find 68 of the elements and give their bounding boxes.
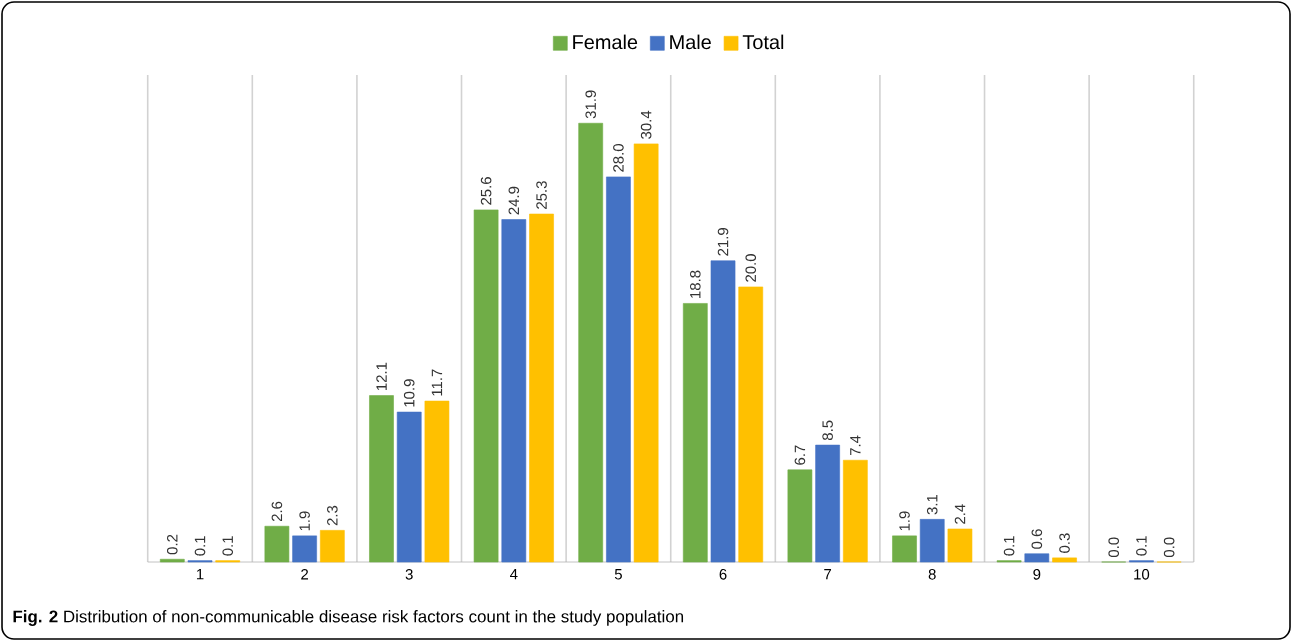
x-tick-label: 2 <box>301 569 309 580</box>
bar <box>396 411 422 563</box>
x-tick-label: 1 <box>196 569 204 580</box>
legend-label: Total <box>742 34 784 50</box>
data-label: 2.3 <box>327 505 338 526</box>
bar <box>682 303 708 563</box>
data-label: 24.9 <box>508 186 520 215</box>
bar <box>369 395 394 563</box>
bar <box>501 219 527 563</box>
data-label: 31.9 <box>585 90 596 119</box>
bar <box>1024 553 1050 563</box>
data-label: 2.4 <box>954 504 966 524</box>
x-tick-label: 7 <box>824 569 832 580</box>
data-label: 0.3 <box>1059 533 1070 553</box>
x-tick-label: 9 <box>1033 569 1041 580</box>
bar <box>1052 557 1077 563</box>
x-tick-label: 5 <box>614 569 622 580</box>
bar <box>264 525 290 563</box>
bar <box>606 176 631 563</box>
data-label: 0.6 <box>1031 529 1043 549</box>
data-label: 2.6 <box>271 501 283 522</box>
x-tick-label: 4 <box>510 569 518 580</box>
data-label: 7.4 <box>850 435 861 456</box>
bar <box>919 519 945 563</box>
bar <box>947 528 973 563</box>
data-label: 30.4 <box>640 110 652 139</box>
data-label: 0.2 <box>167 534 178 555</box>
x-tick-label: 10 <box>1134 569 1150 580</box>
data-label: 28.0 <box>613 144 624 172</box>
bar <box>529 213 554 563</box>
bar <box>473 209 499 563</box>
bar <box>320 530 345 563</box>
x-tick-label: 3 <box>405 569 413 580</box>
data-label: 0.1 <box>1136 536 1147 556</box>
bar <box>815 444 840 563</box>
data-label: 21.9 <box>717 228 729 256</box>
x-tick-label: 8 <box>928 569 936 580</box>
bar <box>843 459 868 563</box>
data-label: 1.9 <box>899 511 910 531</box>
data-label: 20.0 <box>745 254 757 282</box>
data-label: 11.7 <box>431 369 443 396</box>
data-label: 0.1 <box>194 536 206 556</box>
data-label: 25.3 <box>536 181 547 209</box>
legend-label: Female <box>573 34 638 50</box>
data-label: 0.1 <box>222 536 234 556</box>
bar <box>424 400 450 563</box>
bar <box>633 143 659 563</box>
data-label: 1.9 <box>299 511 310 531</box>
data-label: 3.1 <box>926 494 938 515</box>
data-label: 0.0 <box>1163 537 1175 558</box>
data-label: 10.9 <box>403 379 415 407</box>
x-tick-label: 6 <box>719 569 727 580</box>
data-label: 18.8 <box>690 270 701 298</box>
bar <box>710 260 736 563</box>
text: Fig. 2 Distribution of non-communicable disease risk factors count in the study population <box>13 610 684 626</box>
data-label: 25.6 <box>480 177 492 205</box>
data-label: 0.0 <box>1108 537 1120 558</box>
legend-label: Male <box>670 34 711 50</box>
bar <box>738 286 764 563</box>
bar <box>292 535 317 563</box>
bar <box>787 469 813 563</box>
data-label: 0.1 <box>1003 536 1015 556</box>
bar <box>892 535 917 563</box>
bar <box>578 122 604 563</box>
bar <box>159 558 185 563</box>
data-label: 6.7 <box>794 445 806 465</box>
data-label: 8.5 <box>822 420 833 441</box>
data-label: 12.1 <box>376 362 387 391</box>
